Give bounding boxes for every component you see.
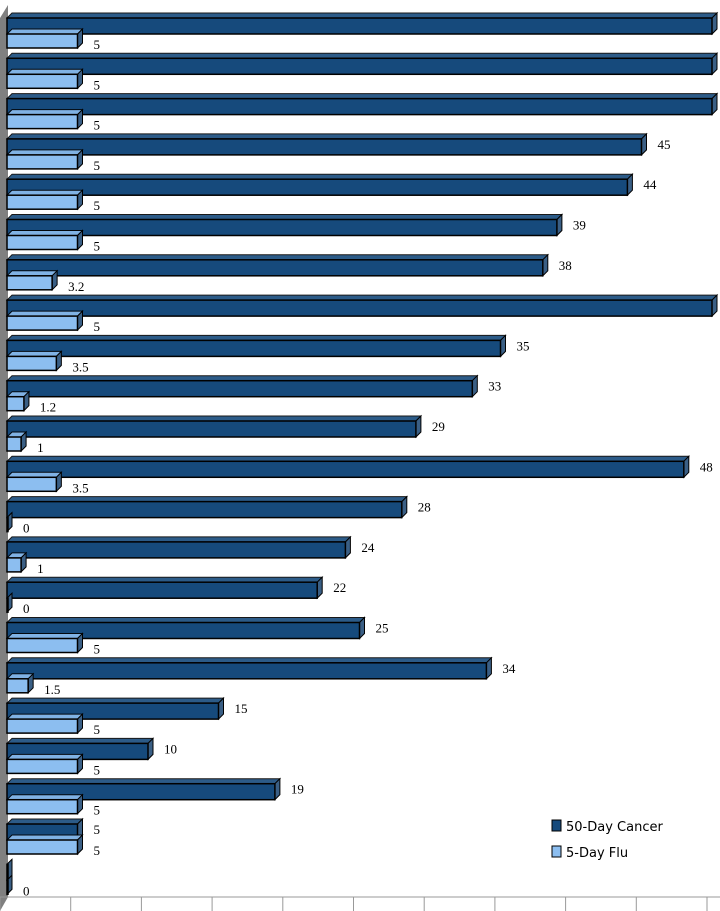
legend-swatch: [551, 845, 562, 858]
legend-swatch: [551, 819, 562, 832]
flu-data-label: 5: [94, 77, 101, 92]
flu-bar: [5, 188, 84, 211]
flu-data-label: 0: [23, 521, 30, 536]
cancer-data-label: 38: [559, 258, 572, 273]
chart-wall: [0, 5, 8, 911]
flu-bar: [5, 269, 59, 292]
flu-data-label: 5: [94, 642, 101, 657]
cancer-data-label: 28: [418, 500, 431, 515]
cancer-data-label: 35: [517, 338, 530, 353]
cancer-data-label: 48: [700, 459, 713, 474]
cancer-bar: [5, 535, 352, 560]
flu-bar: [5, 148, 84, 171]
flu-data-label: 3.2: [68, 279, 84, 294]
cancer-bar: [5, 656, 493, 681]
flu-data-label: 5: [94, 722, 101, 737]
flu-bar: [5, 108, 84, 130]
flu-bar: [6, 591, 13, 614]
flu-data-label: 5: [94, 239, 101, 254]
flu-data-label: 3.5: [72, 480, 88, 495]
flu-bar: [5, 350, 63, 372]
cancer-data-label: 44: [643, 177, 657, 192]
flu-data-label: 5: [94, 198, 101, 213]
flu-bar: [5, 309, 84, 332]
flu-bar: [6, 874, 13, 896]
cancer-bar: [5, 213, 564, 237]
cancer-data-label: 19: [291, 782, 304, 797]
flu-bar: [5, 229, 84, 251]
cancer-data-label: 24: [361, 540, 375, 555]
flu-data-label: 5: [94, 762, 101, 777]
cancer-bar: [5, 575, 324, 600]
legend-label: 5-Day Flu: [566, 846, 628, 861]
flu-bar: [5, 712, 84, 735]
flu-bar: [5, 793, 84, 815]
cancer-bar: [5, 414, 423, 439]
cancer-data-label: 33: [488, 379, 501, 394]
flu-data-label: 1: [37, 440, 44, 455]
cancer-data-label: 15: [235, 701, 248, 716]
flu-data-label: 5: [94, 37, 101, 52]
flu-data-label: 5: [94, 118, 101, 133]
flu-bar: [6, 511, 13, 533]
flu-bar: [5, 833, 84, 856]
flu-data-label: 0: [23, 883, 30, 898]
cancer-bar: [5, 374, 479, 398]
cancer-bar: [5, 616, 366, 640]
cancer-bar: [5, 11, 719, 36]
cancer-data-label: 45: [658, 137, 671, 152]
legend-item: 50-Day Cancer: [551, 819, 663, 835]
flu-data-label: 5: [94, 803, 101, 818]
flu-data-label: 3.5: [72, 359, 88, 374]
cancer-bar: [5, 455, 691, 479]
flu-bar: [5, 632, 84, 654]
flu-data-label: 5: [94, 843, 101, 858]
legend-item: 5-Day Flu: [551, 845, 628, 861]
flu-data-label: 1.5: [44, 682, 60, 697]
flu-data-label: 1.2: [40, 400, 56, 415]
cancer-bar: [5, 495, 409, 519]
cancer-bar: [5, 334, 507, 358]
cancer-bar: [5, 253, 550, 278]
cancer-bar: [5, 92, 719, 116]
cancer-bar: [5, 172, 634, 197]
flu-bar: [5, 551, 28, 574]
flu-bar: [5, 27, 84, 50]
cancer-bar: [5, 293, 719, 318]
cancer-data-label: 25: [376, 621, 389, 636]
flu-data-label: 0: [23, 601, 30, 616]
flu-bar: [5, 430, 28, 453]
cancer-data-label: 29: [432, 419, 445, 434]
cancer-data-label: 10: [164, 741, 177, 756]
cancer-data-label: 22: [333, 580, 346, 595]
cancer-bar: [5, 132, 648, 157]
flu-bar: [5, 68, 84, 90]
flu-data-label: 1: [37, 561, 44, 576]
flu-data-label: 5: [94, 319, 101, 334]
flu-data-label: 5: [94, 158, 101, 173]
cancer-data-label: 5: [94, 822, 101, 837]
cancer-bar: [5, 52, 719, 76]
flu-bar: [5, 753, 84, 775]
flu-bar: [5, 390, 31, 412]
flu-bar: [5, 672, 35, 695]
cancer-data-label: 39: [573, 218, 586, 233]
legend-label: 50-Day Cancer: [566, 820, 663, 835]
flu-bar: [5, 471, 63, 493]
cancer-data-label: 34: [502, 661, 516, 676]
